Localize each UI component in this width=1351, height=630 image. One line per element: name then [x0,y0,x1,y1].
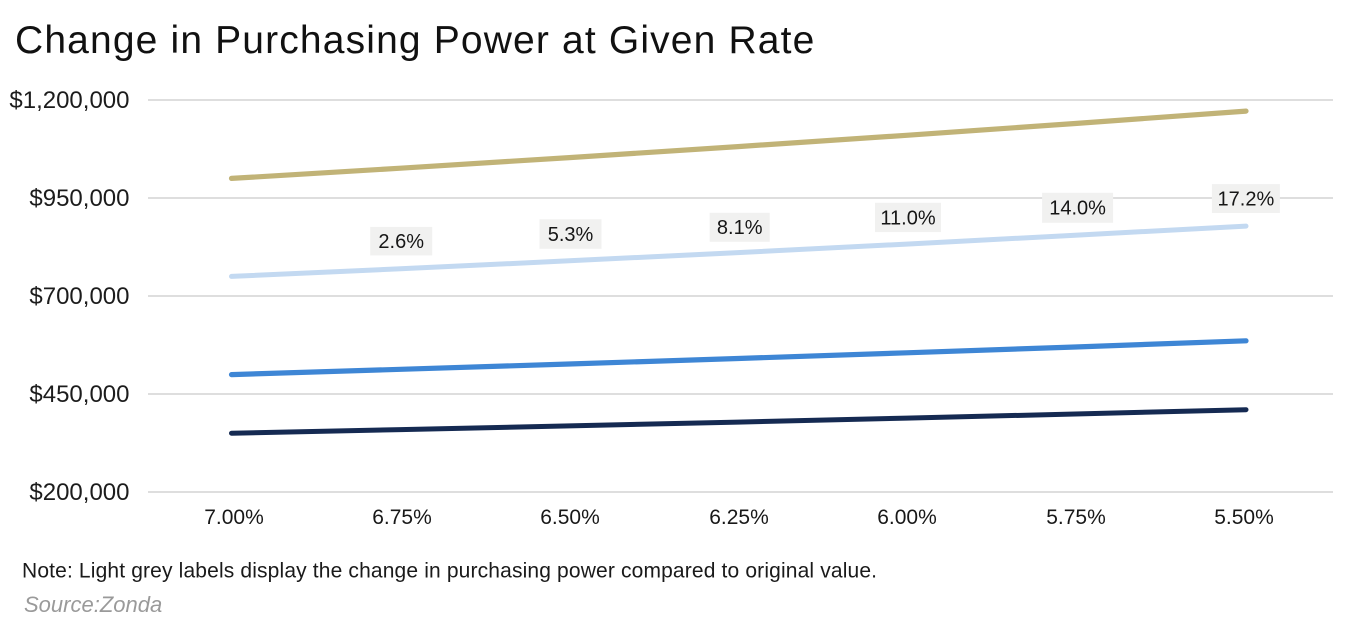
svg-text:$1,200,000: $1,200,000 [9,87,129,114]
svg-text:7.00%: 7.00% [204,506,264,529]
svg-text:6.00%: 6.00% [877,506,937,529]
svg-text:5.50%: 5.50% [1214,506,1274,529]
svg-text:$200,000: $200,000 [29,479,129,506]
svg-text:Source:Zonda: Source:Zonda [24,592,162,617]
svg-text:6.75%: 6.75% [372,506,432,529]
svg-text:14.0%: 14.0% [1049,198,1106,220]
svg-text:11.0%: 11.0% [880,207,935,229]
svg-text:6.50%: 6.50% [540,506,600,529]
svg-text:5.3%: 5.3% [548,224,594,246]
svg-text:8.1%: 8.1% [717,217,763,239]
svg-text:$700,000: $700,000 [29,283,129,310]
svg-text:6.25%: 6.25% [709,506,769,529]
svg-text:17.2%: 17.2% [1218,189,1275,211]
svg-text:2.6%: 2.6% [378,231,424,253]
svg-text:$450,000: $450,000 [29,381,129,408]
svg-text:5.75%: 5.75% [1046,506,1106,529]
svg-text:Note: Light grey labels displa: Note: Light grey labels display the chan… [22,559,877,582]
svg-text:Change in Purchasing Power at: Change in Purchasing Power at Given Rate [15,19,815,62]
svg-text:$950,000: $950,000 [29,185,129,212]
